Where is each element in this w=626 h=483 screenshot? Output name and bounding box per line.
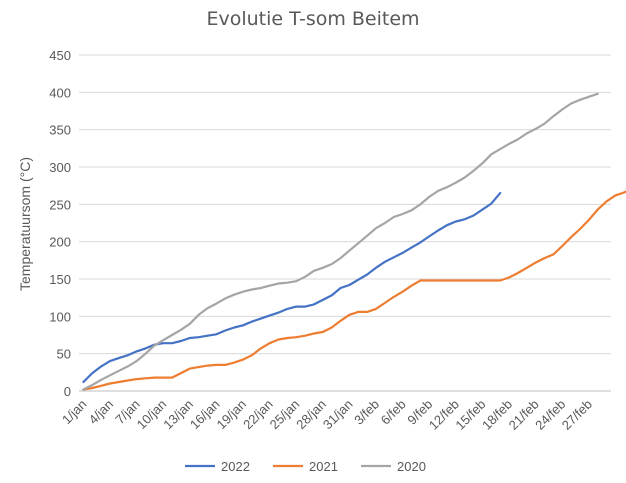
- y-tick-label: 450: [49, 48, 71, 63]
- series-lines: [82, 92, 626, 391]
- y-axis-label: Temperatuursom (°C): [17, 157, 33, 291]
- x-tick-label: 3/feb: [351, 397, 382, 428]
- y-tick-label: 400: [49, 85, 71, 100]
- y-tick-label: 100: [49, 309, 71, 324]
- x-tick-label: 4/jan: [86, 397, 117, 428]
- y-tick-label: 250: [49, 197, 71, 212]
- legend-label-2021: 2021: [309, 459, 338, 474]
- legend: 2022 2021 2020: [185, 459, 426, 474]
- x-tick-label: 27/feb: [559, 397, 595, 433]
- chart-title: Evolutie T-som Beitem: [206, 8, 420, 30]
- x-tick-label: 6/feb: [378, 397, 409, 428]
- x-tick-label: 31/jan: [320, 397, 356, 433]
- x-tick-labels: 1/jan4/jan7/jan10/jan13/jan16/jan19/jan2…: [59, 397, 595, 433]
- y-tick-label: 350: [49, 123, 71, 138]
- x-tick-label: 19/jan: [214, 397, 250, 433]
- x-tick-label: 16/jan: [187, 397, 223, 433]
- series-line-2022: [82, 192, 502, 384]
- x-tick-label: 28/jan: [293, 397, 329, 433]
- y-tick-label: 0: [64, 384, 71, 399]
- y-tick-label: 200: [49, 235, 71, 250]
- legend-label-2022: 2022: [221, 459, 250, 474]
- legend-label-2020: 2020: [397, 459, 426, 474]
- x-tick-label: 22/jan: [240, 397, 276, 433]
- x-tick-label: 13/jan: [160, 397, 196, 433]
- x-tick-label: 25/jan: [267, 397, 303, 433]
- x-tick-label: 10/jan: [134, 397, 170, 433]
- series-line-2020: [82, 92, 599, 391]
- y-tick-label: 150: [49, 272, 71, 287]
- y-tick-label: 300: [49, 160, 71, 175]
- y-tick-label: 50: [57, 347, 71, 362]
- y-tick-labels: 0 50 100 150 200 250 300 350 400 450: [49, 48, 71, 399]
- grid-lines: [79, 54, 611, 392]
- x-tick-label: 1/jan: [59, 397, 90, 428]
- series-line-2021: [82, 190, 626, 391]
